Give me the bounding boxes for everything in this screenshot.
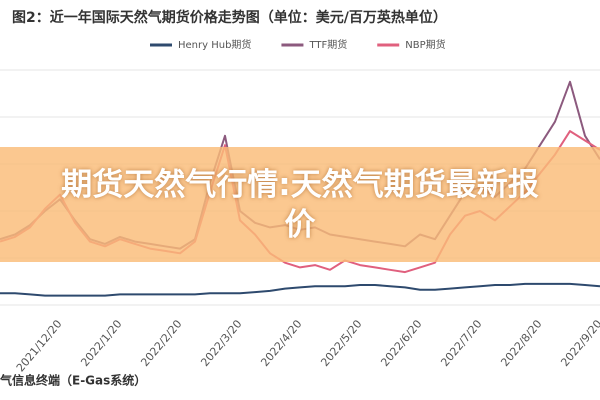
x-tick-label: 2022/5/20 xyxy=(318,318,364,370)
x-tick-label: 2022/7/20 xyxy=(438,318,484,370)
x-tick-label: 2022/6/20 xyxy=(378,318,424,370)
legend-label: NBP期货 xyxy=(405,38,445,51)
banner: 期货天然气行情:天然气期货最新报价 xyxy=(0,147,600,262)
legend-label: TTF期货 xyxy=(308,38,347,51)
chart-title: 图2：近一年国际天然气期货价格走势图（单位：美元/百万英热单位） xyxy=(12,9,447,26)
x-tick-label: 2022/4/20 xyxy=(258,318,304,370)
source: 气信息终端（E-Gas系统） xyxy=(0,373,146,388)
x-tick-label: 2022/3/20 xyxy=(198,318,244,370)
legend-label: Henry Hub期货 xyxy=(178,38,251,51)
x-tick-label: 2022/2/20 xyxy=(138,318,184,370)
series-line xyxy=(0,282,600,297)
banner-text: 期货天然气行情:天然气期货最新报价 xyxy=(61,166,539,243)
x-tick-label: 2022/8/20 xyxy=(498,318,544,370)
x-tick-label: 2021/12/20 xyxy=(14,318,65,375)
x-tick-label: 2022/9/20 xyxy=(558,318,600,370)
x-tick-label: 2022/1/20 xyxy=(78,318,124,370)
